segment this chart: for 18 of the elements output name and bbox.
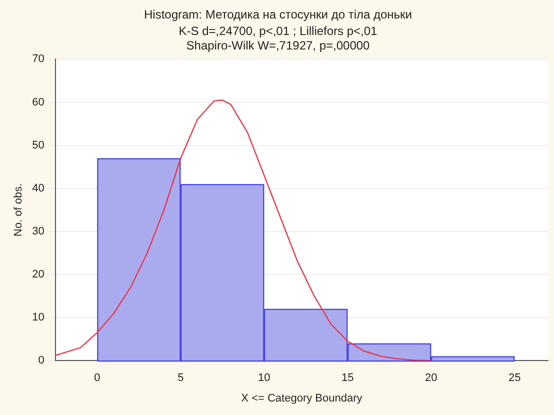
x-tick-label: 20 bbox=[424, 372, 438, 384]
chart-subtitle: K-S d=,24700, p<,01 ; Lilliefors p<,01 Shapiro-Wilk W=,71927, p=,00000 bbox=[178, 24, 378, 52]
x-tick-label: 25 bbox=[508, 372, 521, 384]
y-tick-label: 40 bbox=[32, 182, 44, 194]
x-tick-label: 15 bbox=[342, 372, 354, 384]
x-axis-title: X <= Category Boundary bbox=[241, 392, 363, 404]
y-axis-title: No. of obs. bbox=[12, 183, 25, 236]
y-tick-label: 0 bbox=[38, 354, 44, 367]
x-tick-label: 0 bbox=[94, 372, 100, 384]
y-tick-label: 50 bbox=[32, 139, 44, 152]
y-tick-label: 70 bbox=[32, 53, 44, 66]
y-tick-label: 20 bbox=[32, 268, 44, 281]
y-tick-label: 60 bbox=[32, 96, 44, 108]
x-tick-label: 5 bbox=[178, 372, 184, 384]
chart-title: Histogram: Методика на стосунки до тіла доньки bbox=[144, 8, 412, 22]
y-tick-label: 30 bbox=[32, 225, 44, 238]
x-tick-label: 10 bbox=[258, 372, 270, 384]
y-tick-label: 10 bbox=[32, 312, 44, 324]
